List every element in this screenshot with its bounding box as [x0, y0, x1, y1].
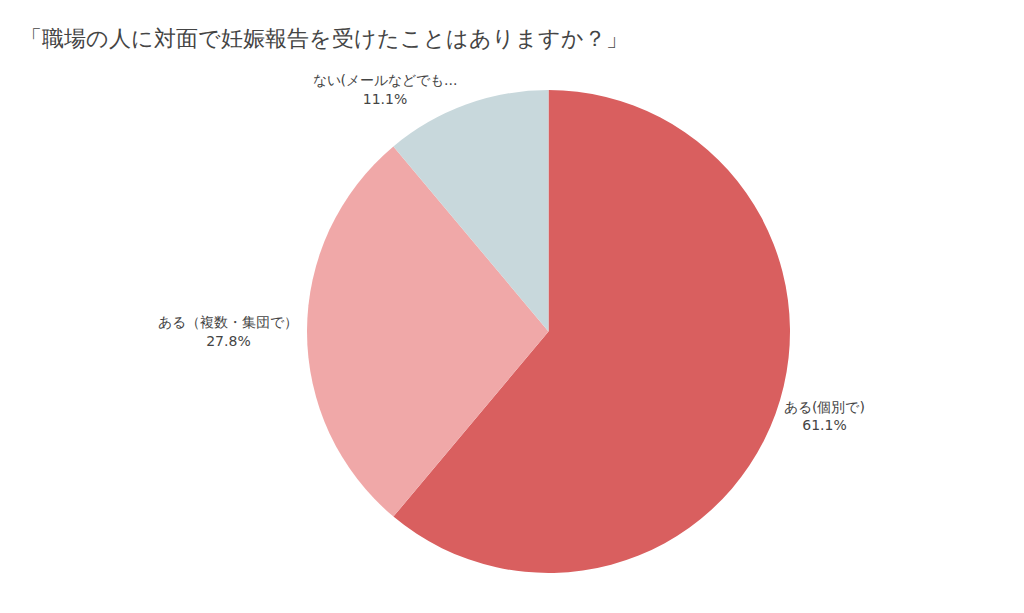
- svg-text:ある(個別で)61.1%: ある(個別で)61.1%: [784, 399, 865, 433]
- svg-text:「職場の人に対面で妊娠報告を受けたことはありますか？」: 「職場の人に対面で妊娠報告を受けたことはありますか？」: [20, 26, 628, 51]
- svg-text:ない(メールなどでも...11.1%: ない(メールなどでも...11.1%: [313, 72, 458, 106]
- svg-text:ある（複数・集団で）27.8%: ある（複数・集団で）27.8%: [158, 314, 298, 348]
